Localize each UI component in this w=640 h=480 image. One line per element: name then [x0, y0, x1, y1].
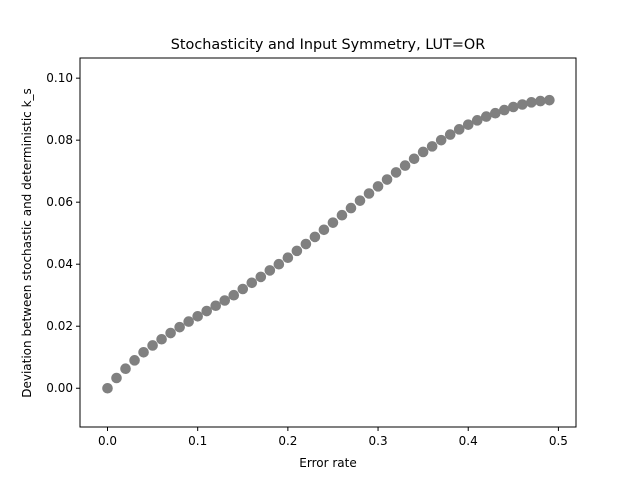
data-point [336, 209, 348, 221]
data-point [517, 99, 528, 110]
data-point [111, 372, 122, 384]
data-point [480, 111, 492, 122]
data-point [255, 271, 267, 283]
data-point [210, 300, 222, 312]
points-layer [102, 94, 555, 394]
data-point [327, 217, 339, 228]
x-tick-label: 0.1 [188, 434, 207, 448]
data-point [390, 167, 402, 178]
data-point [508, 101, 519, 113]
x-tick-label: 0.4 [459, 434, 478, 448]
data-point [246, 277, 258, 289]
x-tick-label: 0.5 [549, 434, 568, 448]
plot-frame [79, 57, 577, 428]
y-tick-label: 0.10 [46, 71, 73, 85]
data-point [282, 252, 294, 263]
x-tick-label: 0.3 [369, 434, 388, 448]
data-point [237, 283, 249, 295]
data-point [363, 188, 375, 199]
data-point [544, 94, 555, 106]
data-point [273, 258, 285, 270]
data-point [444, 129, 456, 140]
data-point [399, 160, 411, 171]
data-point [165, 327, 176, 339]
data-point [345, 202, 357, 214]
data-point [147, 340, 158, 351]
data-point [408, 153, 420, 165]
data-point [381, 174, 393, 185]
x-axis-ticks: 0.0 0.1 0.2 0.3 0.4 0.5 [98, 427, 568, 448]
data-point [471, 115, 483, 126]
y-tick-label: 0.08 [46, 133, 73, 147]
data-point [372, 181, 384, 192]
y-tick-label: 0.00 [46, 381, 73, 395]
data-point [201, 305, 213, 317]
data-point [291, 245, 303, 257]
data-point [526, 97, 537, 108]
data-point [219, 295, 231, 306]
data-point [192, 311, 203, 322]
y-tick-label: 0.02 [46, 319, 73, 333]
data-point [300, 238, 312, 250]
data-point [489, 107, 501, 119]
data-point [228, 289, 240, 301]
data-point [174, 321, 185, 333]
data-point [417, 146, 429, 158]
data-point [156, 333, 167, 345]
y-axis-ticks: 0.00 0.02 0.04 0.06 0.08 0.10 [46, 71, 80, 395]
data-point [354, 195, 366, 206]
data-point [453, 124, 465, 135]
data-point [535, 95, 546, 107]
x-tick-label: 0.0 [98, 434, 117, 448]
data-point [138, 346, 149, 358]
data-point [102, 382, 113, 394]
data-point [129, 355, 140, 366]
x-axis-label: Error rate [299, 456, 356, 470]
data-point [462, 119, 474, 130]
data-point [120, 363, 131, 375]
data-point [318, 224, 330, 236]
data-point [309, 231, 321, 243]
data-point [426, 141, 438, 152]
y-axis-label: Deviation between stochastic and determi… [20, 88, 34, 398]
data-point [183, 316, 194, 327]
chart-title: Stochasticity and Input Symmetry, LUT=OR [171, 37, 485, 53]
y-tick-label: 0.06 [46, 195, 73, 209]
data-point [435, 134, 447, 146]
x-tick-label: 0.2 [278, 434, 297, 448]
data-point [499, 104, 510, 116]
y-tick-label: 0.04 [46, 257, 73, 271]
data-point [264, 265, 276, 276]
